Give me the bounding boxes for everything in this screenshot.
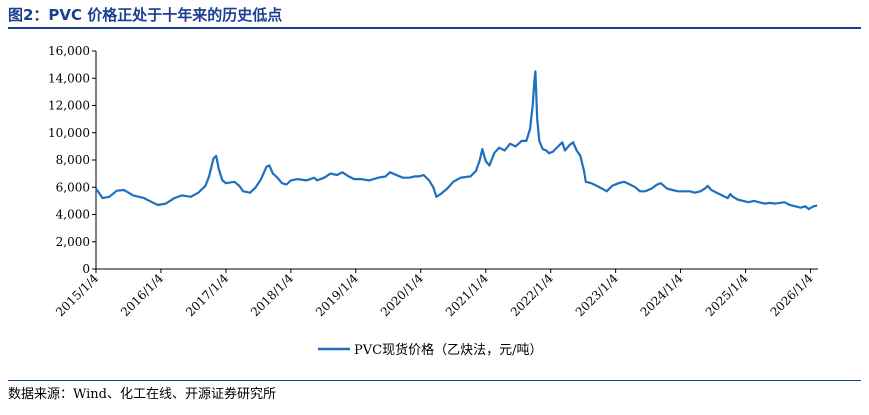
y-tick-label: 2,000 bbox=[56, 235, 90, 249]
x-tick-label: 2021/1/4 bbox=[443, 271, 491, 319]
x-tick-label: 2015/1/4 bbox=[53, 271, 101, 319]
x-tick-label: 2018/1/4 bbox=[248, 271, 296, 319]
y-tick-label: 6,000 bbox=[56, 180, 90, 194]
plot-area bbox=[95, 70, 818, 211]
y-tick-label: 10,000 bbox=[48, 126, 90, 140]
y-axis: 0 2,000 4,000 6,000 8,000 10,000 12,000 14,000 1… bbox=[48, 44, 97, 276]
x-tick-label: 2019/1/4 bbox=[313, 271, 361, 319]
price-chart: 0 2,000 4,000 6,000 8,000 10,000 12,000 14,000 1… bbox=[48, 44, 818, 358]
y-tick-label: 8,000 bbox=[56, 153, 90, 167]
figure-title: 图2：PVC 价格正处于十年来的历史低点 bbox=[8, 6, 283, 24]
y-tick-label: 12,000 bbox=[48, 99, 90, 113]
y-tick-label: 16,000 bbox=[48, 44, 90, 58]
x-tick-label: 2023/1/4 bbox=[573, 271, 621, 319]
legend-label: PVC现货价格（乙炔法，元/吨） bbox=[354, 342, 542, 358]
x-tick-label: 2017/1/4 bbox=[183, 271, 231, 319]
y-tick-label: 14,000 bbox=[48, 71, 90, 85]
y-tick-label: 4,000 bbox=[56, 208, 90, 222]
x-tick-label: 2025/1/4 bbox=[703, 271, 751, 319]
series-line-pvc-price bbox=[95, 70, 818, 211]
x-axis: 2015/1/4 2016/1/4 2017/1/4 2018/1/4 2019/1/4… bbox=[53, 268, 818, 319]
title-rule bbox=[8, 27, 861, 29]
legend: PVC现货价格（乙炔法，元/吨） bbox=[318, 342, 542, 358]
source-rule bbox=[8, 380, 861, 381]
x-tick-label: 2016/1/4 bbox=[118, 271, 166, 319]
x-tick-label: 2020/1/4 bbox=[378, 271, 426, 319]
source-note: 数据来源：Wind、化工在线、开源证券研究所 bbox=[8, 387, 276, 402]
x-tick-label: 2022/1/4 bbox=[508, 271, 556, 319]
x-tick-label: 2024/1/4 bbox=[638, 271, 686, 319]
y-tick-label: 0 bbox=[82, 262, 90, 276]
x-tick-label: 2026/1/4 bbox=[768, 271, 816, 319]
